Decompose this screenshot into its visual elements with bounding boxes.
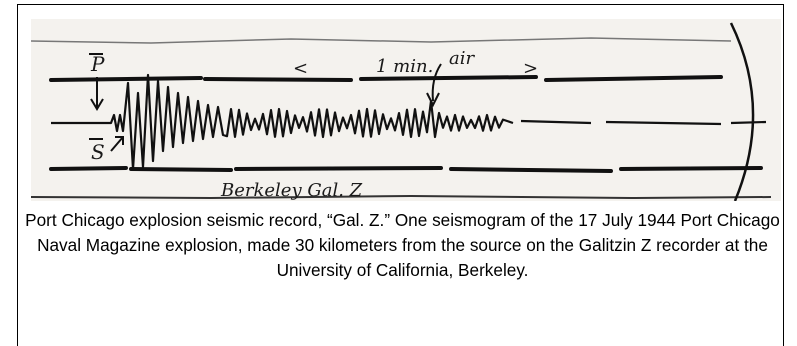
p-arrow-icon (90, 77, 104, 111)
s-label: S (91, 140, 105, 164)
interval-label: 1 min. (376, 56, 433, 77)
figure-caption: Port Chicago explosion seismic record, “… (25, 210, 780, 280)
air-arrow-icon (426, 63, 442, 108)
trace-top (31, 37, 732, 44)
left-bracket: < (293, 58, 308, 79)
figure-frame: P S < 1 min. air > Berkeley Gal. Z Port … (17, 4, 784, 346)
trace-middle-seismic (51, 73, 767, 171)
p-label: P (90, 52, 105, 76)
seismogram-image: P S < 1 min. air > Berkeley Gal. Z (31, 19, 781, 201)
s-arrow-icon (110, 136, 124, 152)
trace-upper (49, 75, 723, 82)
right-bracket: > (523, 58, 538, 79)
air-label: air (449, 48, 475, 69)
trace-lower (49, 166, 763, 173)
drum-edge (729, 22, 755, 201)
trace-bottom (31, 194, 772, 200)
station-label: Berkeley Gal. Z (220, 180, 363, 201)
